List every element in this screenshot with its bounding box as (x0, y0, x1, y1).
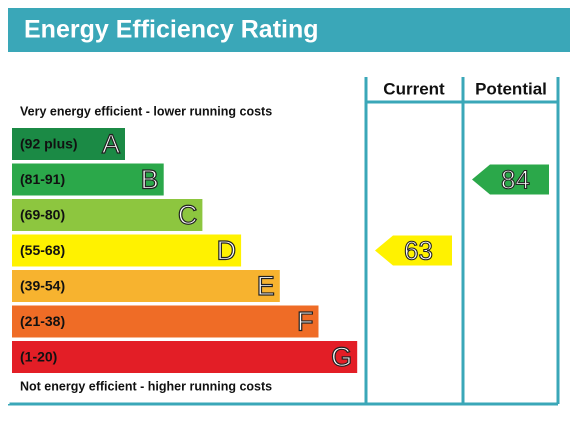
bottom-note: Not energy efficient - higher running co… (20, 379, 272, 393)
band (12, 234, 242, 267)
band (12, 128, 125, 160)
band (12, 270, 280, 302)
title-bar (8, 8, 570, 52)
band (12, 199, 203, 231)
band-letter: E (257, 271, 275, 301)
band-range: (69-80) (20, 207, 65, 223)
rating-arrow (375, 235, 452, 266)
column-header: Potential (475, 79, 547, 98)
band (12, 305, 319, 338)
title: Energy Efficiency Rating (24, 16, 319, 44)
rating-value: 84 (501, 164, 530, 194)
column-header: Current (383, 79, 445, 98)
band-letter: C (178, 200, 198, 230)
band-letter: B (141, 165, 159, 195)
band-letter: A (102, 129, 120, 159)
band-letter: F (297, 307, 314, 337)
frame (6, 77, 560, 406)
band-range: (81-91) (20, 171, 65, 187)
rating-value: 63 (404, 235, 433, 265)
band-range: (39-54) (20, 278, 65, 294)
band-range: (92 plus) (20, 136, 78, 152)
band (12, 341, 358, 373)
band-range: (55-68) (20, 242, 65, 258)
band-letter: D (217, 236, 237, 266)
band-range: (1-20) (20, 349, 57, 365)
rating-arrow (472, 164, 549, 195)
band-range: (21-38) (20, 313, 65, 329)
top-note: Very energy efficient - lower running co… (20, 104, 272, 118)
band (12, 163, 164, 196)
band-letter: G (331, 342, 352, 372)
